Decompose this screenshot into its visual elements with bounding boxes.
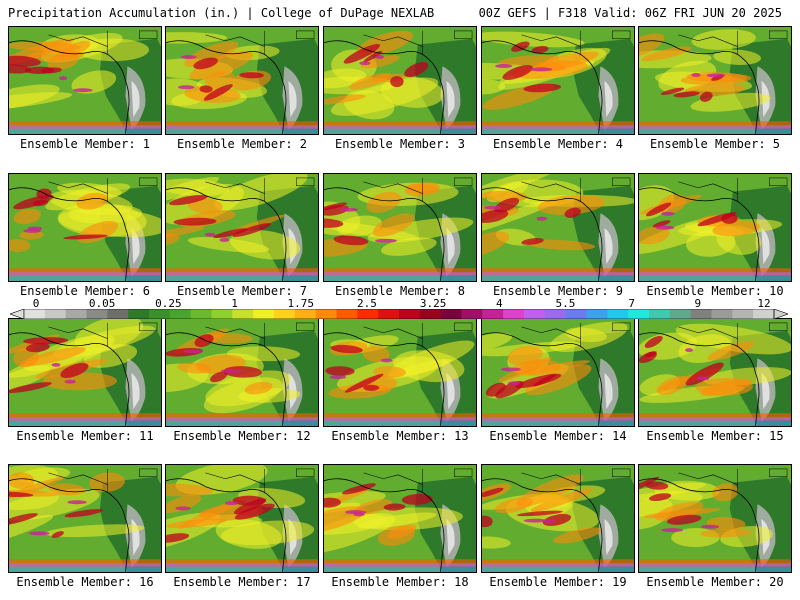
ensemble-member-label: Ensemble Member: 6 (19, 284, 151, 298)
colorbar-segment (128, 309, 150, 319)
ensemble-member-label: Ensemble Member: 18 (331, 575, 469, 589)
colorbar-segment (440, 309, 462, 319)
colorbar-segment (461, 309, 483, 319)
colorbar-segment (315, 309, 337, 319)
ensemble-member-label: Ensemble Member: 15 (646, 429, 784, 443)
ensemble-member-label: Ensemble Member: 11 (16, 429, 154, 443)
ensemble-member-label: Ensemble Member: 19 (489, 575, 627, 589)
ensemble-member-map (165, 173, 319, 282)
colorbar-segment (649, 309, 671, 319)
ensemble-member-map (638, 318, 792, 427)
ensemble-member-map (8, 26, 162, 135)
ensemble-member-label: Ensemble Member: 1 (19, 137, 151, 151)
colorbar-tick-label: 0.25 (155, 297, 182, 310)
colorbar-segment (149, 309, 171, 319)
colorbar-segment (669, 309, 691, 319)
colorbar-segment (253, 309, 275, 319)
colorbar-segment (169, 309, 191, 319)
ensemble-member-map (481, 173, 635, 282)
ensemble-member-label: Ensemble Member: 17 (173, 575, 311, 589)
colorbar-max-arrow (773, 309, 788, 319)
ensemble-member-label: Ensemble Member: 8 (334, 284, 466, 298)
colorbar-tick-label: 12 (757, 297, 771, 310)
ensemble-member-label: Ensemble Member: 2 (176, 137, 308, 151)
colorbar-segment (336, 309, 358, 319)
ensemble-member-map (638, 26, 792, 135)
ensemble-member-label: Ensemble Member: 5 (649, 137, 781, 151)
ensemble-member-map (481, 26, 635, 135)
ensemble-member-map (323, 464, 477, 573)
ensemble-member-label: Ensemble Member: 7 (176, 284, 308, 298)
colorbar-segment (628, 309, 650, 319)
colorbar-segment (544, 309, 566, 319)
colorbar-tick-label: 1 (231, 297, 238, 310)
ensemble-member-label: Ensemble Member: 12 (173, 429, 311, 443)
ensemble-member-map (481, 464, 635, 573)
colorbar-segment (690, 309, 712, 319)
ensemble-member-map (165, 318, 319, 427)
colorbar-segment (65, 309, 87, 319)
colorbar-tick-label: 3.25 (419, 297, 447, 310)
ensemble-member-map (165, 464, 319, 573)
ensemble-member-map (638, 464, 792, 573)
ensemble-member-label: Ensemble Member: 3 (334, 137, 466, 151)
model-run-info: 00Z GEFS | F318 Valid: 06Z FRI JUN 20 20… (478, 6, 782, 20)
ensemble-member-label: Ensemble Member: 4 (492, 137, 624, 151)
ensemble-member-label: Ensemble Member: 20 (646, 575, 784, 589)
colorbar-segment (211, 309, 233, 319)
colorbar-segment (86, 309, 108, 319)
colorbar-tick-label: 7 (628, 297, 635, 310)
colorbar-tick-label: 1.75 (287, 297, 314, 310)
colorbar-tick-label: 0 (32, 297, 40, 310)
colorbar-tick-label: 0.05 (88, 297, 116, 310)
colorbar-segment (732, 309, 754, 319)
colorbar-segment (503, 309, 525, 319)
colorbar-segment (24, 309, 46, 319)
colorbar-segment (524, 309, 546, 319)
colorbar-segment (711, 309, 733, 319)
ensemble-member-map (165, 26, 319, 135)
colorbar-segment (482, 309, 504, 319)
precip-colorbar (10, 309, 788, 319)
colorbar-tick-label: 9 (694, 297, 702, 310)
colorbar-segment (232, 309, 254, 319)
colorbar-segment (419, 309, 441, 319)
ensemble-member-label: Ensemble Member: 9 (492, 284, 624, 298)
colorbar-segment (378, 309, 400, 319)
colorbar-segment (107, 309, 129, 319)
colorbar-segment (294, 309, 316, 319)
colorbar-min-arrow (10, 309, 25, 319)
colorbar-segment (607, 309, 629, 319)
colorbar-segment (44, 309, 66, 319)
colorbar-segment (399, 309, 421, 319)
ensemble-member-map (481, 318, 635, 427)
ensemble-member-label: Ensemble Member: 16 (16, 575, 154, 589)
colorbar-segment (753, 309, 775, 319)
colorbar-outline (23, 309, 775, 319)
ensemble-member-map (323, 318, 477, 427)
colorbar-tick-label: 2.5 (356, 297, 377, 310)
colorbar-segment (274, 309, 296, 319)
ensemble-member-label: Ensemble Member: 14 (489, 429, 627, 443)
ensemble-member-label: Ensemble Member: 10 (646, 284, 784, 298)
colorbar-segment (357, 309, 379, 319)
ensemble-member-label: Ensemble Member: 13 (331, 429, 469, 443)
ensemble-member-map (8, 464, 162, 573)
colorbar-segment (565, 309, 587, 319)
colorbar-tick-label: 4 (495, 297, 503, 310)
colorbar-segment (586, 309, 608, 319)
ensemble-member-map (638, 173, 792, 282)
ensemble-member-map (323, 173, 477, 282)
chart-title: Precipitation Accumulation (in.) | Colle… (8, 6, 435, 20)
ensemble-member-map (8, 318, 162, 427)
ensemble-member-map (8, 173, 162, 282)
colorbar-segment (190, 309, 212, 319)
colorbar-tick-label: 5.5 (555, 297, 576, 310)
ensemble-member-map (323, 26, 477, 135)
